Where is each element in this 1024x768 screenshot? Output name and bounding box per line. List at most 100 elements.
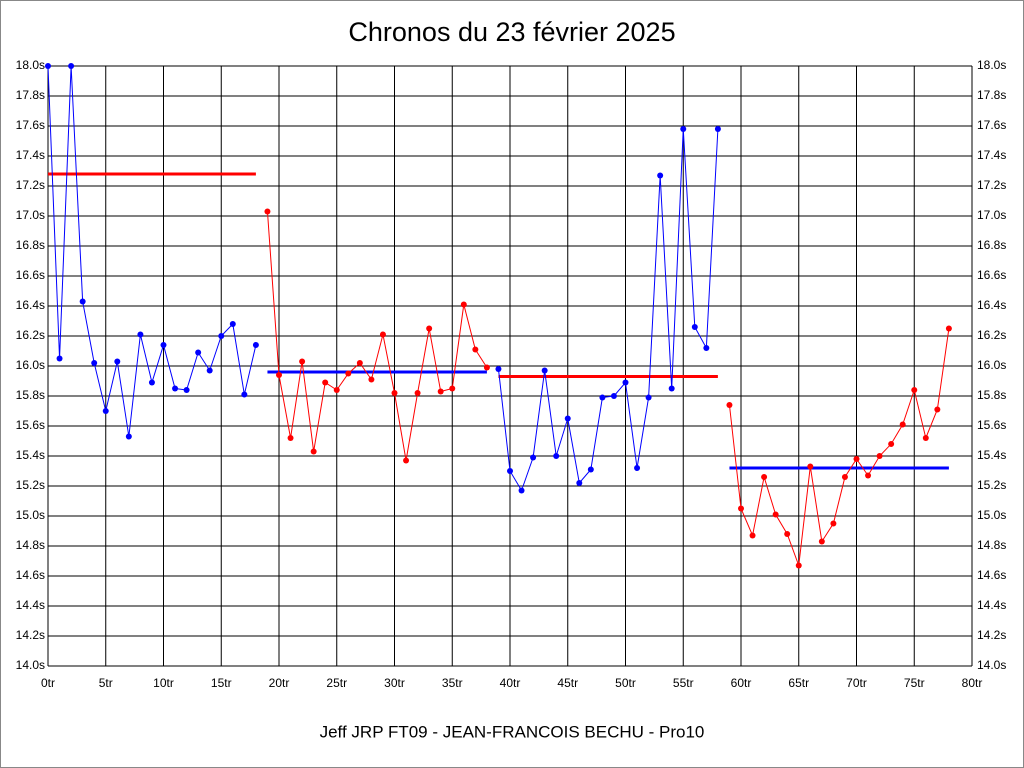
lap-point [668, 385, 675, 392]
lap-point [449, 385, 456, 392]
lap-point [772, 511, 779, 518]
lap-point [437, 388, 444, 395]
y-tick-label: 17.8s [16, 88, 45, 102]
y2-tick-label: 18.0s [977, 58, 1006, 72]
y-tick-label: 17.6s [16, 118, 45, 132]
lap-point [507, 468, 513, 474]
lap-point [137, 331, 144, 338]
lap-point [634, 465, 641, 471]
x-tick-label: 20tr [269, 676, 290, 690]
lap-point [79, 298, 86, 305]
lap-point [102, 408, 109, 414]
lap-line [497, 128, 719, 492]
x-tick-label: 10tr [153, 676, 174, 690]
lap-point [495, 366, 502, 372]
y-tick-label: 15.0s [16, 508, 45, 522]
y-tick-label: 14.0s [16, 658, 45, 672]
lap-point [172, 385, 179, 392]
lap-point [368, 376, 375, 383]
lap-point [830, 520, 837, 527]
lap-point [564, 415, 571, 422]
lap-point [911, 387, 918, 393]
x-tick-label: 70tr [846, 676, 867, 690]
lap-point [888, 441, 895, 447]
y2-tick-label: 17.4s [977, 148, 1006, 162]
lap-line [728, 328, 950, 566]
lap-point [148, 379, 155, 386]
lap-point [68, 63, 75, 69]
lap-point [322, 379, 329, 386]
lap-point [622, 379, 629, 386]
y2-tick-label: 15.2s [977, 478, 1006, 492]
x-tick-label: 45tr [557, 676, 578, 690]
lap-point [576, 480, 583, 486]
lap-point [276, 372, 282, 378]
x-tick-label: 75tr [904, 676, 925, 690]
lap-point [518, 487, 525, 494]
chart-footer: Jeff JRP FT09 - JEAN-FRANCOIS BECHU - Pr… [320, 722, 705, 741]
lap-point [287, 435, 294, 441]
lap-point [114, 358, 121, 365]
x-tick-label: 60tr [731, 676, 752, 690]
lap-point [761, 474, 768, 480]
lap-point [426, 325, 433, 332]
lap-point [345, 370, 352, 377]
lap-point [391, 390, 398, 396]
y-tick-label: 14.2s [16, 628, 45, 642]
lap-point [241, 391, 248, 398]
lap-point [922, 435, 929, 441]
lap-point [183, 387, 190, 393]
lap-point [691, 324, 698, 330]
y-tick-label: 17.0s [16, 208, 45, 222]
x-tick-label: 0tr [41, 676, 55, 690]
y2-tick-label: 16.6s [977, 268, 1006, 282]
lap-point [252, 342, 259, 348]
y-tick-label: 14.8s [16, 538, 45, 552]
y2-tick-label: 14.4s [977, 598, 1006, 612]
x-tick-label: 5tr [99, 676, 113, 690]
lap-point [541, 367, 548, 374]
y2-tick-label: 14.8s [977, 538, 1006, 552]
lap-point [784, 531, 791, 537]
lap-point [218, 333, 225, 339]
lap-point [587, 466, 594, 473]
lap-point [726, 402, 733, 408]
x-tick-label: 40tr [500, 676, 521, 690]
lap-point [795, 562, 802, 569]
y-tick-label: 16.4s [16, 298, 45, 312]
y-tick-label: 16.0s [16, 358, 45, 372]
y2-tick-label: 15.0s [977, 508, 1006, 522]
y-tick-label: 14.4s [16, 598, 45, 612]
lap-point [703, 345, 710, 351]
lap-point [414, 390, 421, 396]
lap-point [56, 355, 63, 362]
y2-tick-label: 17.6s [977, 118, 1006, 132]
lap-point [749, 532, 756, 539]
y2-tick-label: 14.2s [977, 628, 1006, 642]
y2-tick-label: 17.8s [977, 88, 1006, 102]
y-tick-label: 17.4s [16, 148, 45, 162]
lap-point [738, 505, 744, 512]
y2-tick-label: 15.8s [977, 388, 1006, 402]
lap-point [553, 453, 560, 459]
lap-point [379, 331, 386, 338]
x-tick-label: 15tr [211, 676, 232, 690]
lap-point [599, 394, 606, 401]
y-tick-label: 17.2s [16, 178, 45, 192]
y-tick-label: 15.4s [16, 448, 45, 462]
x-tick-label: 80tr [962, 676, 983, 690]
lap-point [876, 453, 883, 459]
lap-point [206, 367, 213, 374]
lap-point [195, 349, 202, 356]
lap-point [160, 342, 167, 348]
x-tick-label: 65tr [788, 676, 809, 690]
lap-point [865, 472, 872, 479]
y2-tick-label: 17.0s [977, 208, 1006, 222]
lap-point [841, 474, 848, 480]
lap-point [460, 301, 467, 308]
x-tick-label: 30tr [384, 676, 405, 690]
lap-point [333, 387, 340, 393]
y2-tick-label: 15.6s [977, 418, 1006, 432]
